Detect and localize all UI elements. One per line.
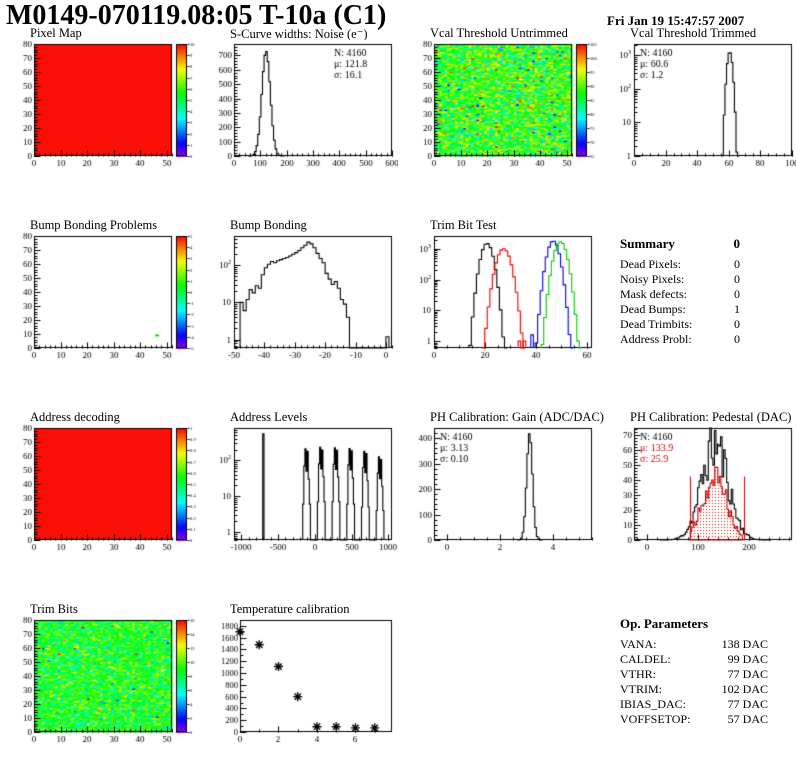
temperature-calibration-title: Temperature calibration — [230, 602, 350, 616]
bump-bonding-histogram — [206, 232, 398, 362]
address-decoding-title: Address decoding — [30, 410, 120, 424]
temperature-calibration-panel: Temperature calibration — [206, 602, 402, 746]
scurve-histogram — [206, 40, 398, 170]
op-parameter-row: VTHR: 77 DAC — [620, 667, 768, 681]
summary-heading: Summary — [620, 236, 675, 251]
scurve-panel: S-Curve widths: Noise (e⁻) — [206, 26, 402, 170]
vcal-untrimmed-panel: Vcal Threshold Untrimmed — [406, 26, 602, 170]
ph-pedestal-panel: PH Calibration: Pedestal (DAC) — [606, 410, 796, 554]
trim-bits-heatmap — [6, 616, 198, 746]
op-parameter-row: CALDEL: 99 DAC — [620, 652, 768, 666]
scurve-title: S-Curve widths: Noise (e⁻) — [230, 27, 368, 41]
bump-problems-panel: Bump Bonding Problems — [6, 218, 202, 362]
pixel-map-title: Pixel Map — [30, 26, 82, 40]
op-parameters-heading: Op. Parameters — [620, 616, 709, 631]
pixel-map-panel: Pixel Map — [6, 26, 202, 170]
op-parameter-row: VOFFSETOP: 57 DAC — [620, 712, 768, 726]
summary-heading-value: 0 — [733, 236, 741, 251]
summary-row: Mask defects: 0 — [620, 287, 740, 301]
vcal-trimmed-panel: Vcal Threshold Trimmed — [606, 26, 796, 170]
ph-gain-title: PH Calibration: Gain (ADC/DAC) — [430, 410, 604, 424]
trim-bits-panel: Trim Bits — [6, 602, 202, 746]
vcal-untrimmed-heatmap — [406, 40, 598, 170]
ph-gain-histogram — [406, 424, 598, 554]
page-title: M0149-070119.08:05 T-10a (C1) — [6, 0, 387, 31]
summary-row: Address Probl: 0 — [620, 332, 740, 346]
vcal-trimmed-histogram — [606, 40, 796, 170]
address-decoding-heatmap — [6, 424, 198, 554]
summary-row: Dead Trimbits: 0 — [620, 317, 740, 331]
summary-row: Noisy Pixels: 0 — [620, 272, 740, 286]
bump-bonding-panel: Bump Bonding — [206, 218, 402, 362]
op-parameter-row: VANA: 138 DAC — [620, 637, 768, 651]
op-parameter-row: IBIAS_DAC: 77 DAC — [620, 697, 768, 711]
bump-problems-heatmap — [6, 232, 198, 362]
trim-bit-test-title: Trim Bit Test — [430, 218, 497, 232]
trim-bit-test-histogram — [406, 232, 598, 362]
ph-pedestal-histogram — [606, 424, 796, 554]
temperature-calibration-scatter — [206, 616, 398, 746]
vcal-trimmed-title: Vcal Threshold Trimmed — [630, 26, 757, 40]
address-levels-panel: Address Levels — [206, 410, 402, 554]
timestamp: Fri Jan 19 15:47:57 2007 — [607, 13, 745, 28]
summary-row: Dead Pixels: 0 — [620, 257, 740, 271]
ph-gain-panel: PH Calibration: Gain (ADC/DAC) — [406, 410, 604, 554]
address-levels-title: Address Levels — [230, 410, 308, 424]
summary-block: Summary 0 Dead Pixels: 0 Noisy Pixels: 0 M… — [620, 236, 740, 347]
op-parameters-block: Op. Parameters VANA: 138 DAC CALDEL: 99 DA… — [620, 616, 768, 727]
bump-problems-title: Bump Bonding Problems — [30, 218, 158, 232]
trim-bit-test-panel: Trim Bit Test — [406, 218, 602, 362]
address-levels-histogram — [206, 424, 398, 554]
summary-row: Dead Bumps: 1 — [620, 302, 740, 316]
ph-pedestal-title: PH Calibration: Pedestal (DAC) — [630, 410, 792, 424]
vcal-untrimmed-title: Vcal Threshold Untrimmed — [430, 26, 568, 40]
op-parameter-row: VTRIM: 102 DAC — [620, 682, 768, 696]
pixel-map-heatmap — [6, 40, 198, 170]
bump-bonding-title: Bump Bonding — [230, 218, 307, 232]
trim-bits-title: Trim Bits — [30, 602, 78, 616]
address-decoding-panel: Address decoding — [6, 410, 202, 554]
